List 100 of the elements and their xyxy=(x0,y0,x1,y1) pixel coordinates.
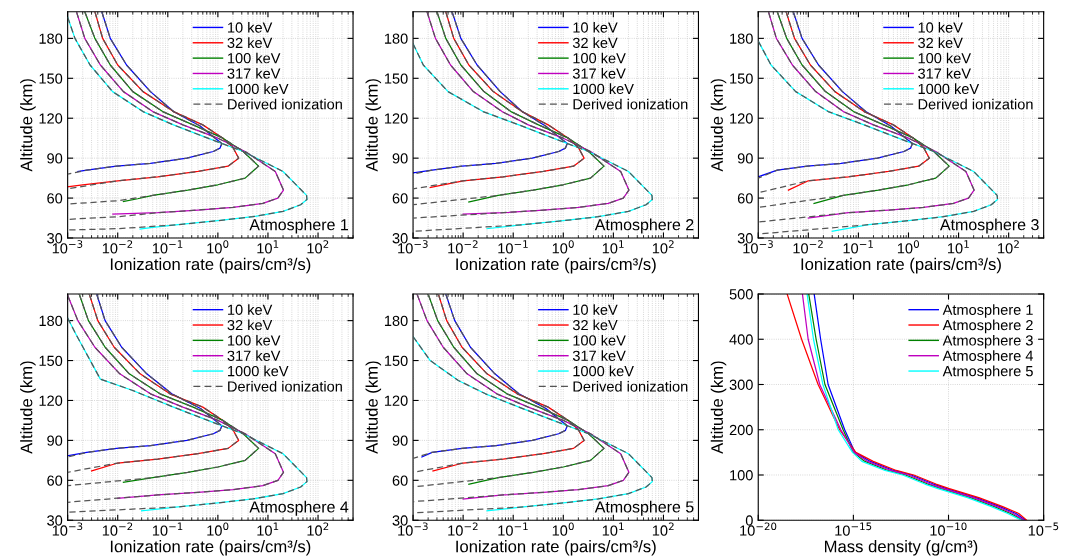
x-tick-label: 10$^{−5}$ xyxy=(1028,522,1059,536)
x-tick-label: 10$^{−2}$ xyxy=(102,240,133,254)
y-tick-label: 60 xyxy=(47,193,63,204)
legend-label: 1000 keV xyxy=(228,365,289,377)
y-tick-label: 400 xyxy=(729,334,753,345)
legend-label: Atmosphere 1 xyxy=(942,304,1033,318)
x-tick-label: 10$^{1}$ xyxy=(602,522,624,536)
y-tick-label: 60 xyxy=(392,193,408,204)
y-axis-title: Altitude (km) xyxy=(20,79,36,172)
x-tick-label: 10$^{−2}$ xyxy=(448,240,478,254)
x-tick-label: 10$^{0}$ xyxy=(207,522,229,536)
legend-label: Atmosphere 2 xyxy=(942,319,1033,334)
legend-label: 100 keV xyxy=(228,334,281,346)
x-tick-label: 10$^{−1}$ xyxy=(498,240,528,254)
x-tick-label: 10$^{−1}$ xyxy=(843,240,873,254)
y-axis-title: Altitude (km) xyxy=(710,79,727,172)
legend-label: 1000 keV xyxy=(573,83,634,95)
x-tick-label: 10$^{−2}$ xyxy=(793,240,823,254)
legend-label: 32 keV xyxy=(227,37,273,49)
legend-label: 1000 keV xyxy=(573,365,634,377)
x-tick-label: 10$^{2}$ xyxy=(652,522,674,536)
x-tick-label: 10$^{1}$ xyxy=(257,240,279,254)
y-tick-label: 90 xyxy=(392,153,408,164)
x-tick-label: 10$^{−10}$ xyxy=(930,522,967,536)
legend-label: 32 keV xyxy=(227,319,273,331)
x-tick-label: 10$^{2}$ xyxy=(307,240,329,254)
x-tick-label: 10$^{−1}$ xyxy=(152,522,183,536)
legend-label: 100 keV xyxy=(228,52,281,64)
legend-label: Derived ionization xyxy=(573,380,688,392)
x-axis-title: Ionization rate (pairs/cm³/s) xyxy=(456,257,656,274)
y-tick-label: 500 xyxy=(729,289,753,300)
x-tick-label: 10$^{1}$ xyxy=(602,240,624,254)
legend-label: 317 keV xyxy=(572,350,626,361)
legend-label: 317 keV xyxy=(227,350,281,361)
y-tick-label: 180 xyxy=(39,33,63,44)
x-axis-title: Ionization rate (pairs/cm³/s) xyxy=(110,540,311,556)
y-tick-label: 90 xyxy=(392,435,408,446)
x-axis-title: Ionization rate (pairs/cm³/s) xyxy=(456,540,656,556)
x-tick-label: 10$^{−2}$ xyxy=(102,522,133,536)
legend-label: 32 keV xyxy=(918,37,963,49)
y-tick-label: 90 xyxy=(737,153,753,164)
y-tick-label: 60 xyxy=(47,475,63,486)
legend-label: 10 keV xyxy=(228,304,273,315)
legend-label: Atmosphere 5 xyxy=(942,365,1033,380)
x-tick-label: 10$^{1}$ xyxy=(948,240,969,254)
legend-label: 10 keV xyxy=(228,21,273,33)
x-tick-label: 10$^{0}$ xyxy=(552,522,574,536)
legend-label: 317 keV xyxy=(918,68,971,79)
y-axis-title: Altitude (km) xyxy=(365,79,382,172)
annotation: Atmosphere 5 xyxy=(594,500,694,516)
legend-label: 317 keV xyxy=(227,68,281,79)
y-tick-label: 200 xyxy=(729,424,753,436)
y-axis-title: Altitude (km) xyxy=(20,361,36,454)
y-tick-label: 180 xyxy=(384,33,408,44)
legend-label: 100 keV xyxy=(918,52,971,64)
y-tick-label: 180 xyxy=(730,33,753,44)
x-axis-title: Mass density (g/cm³) xyxy=(824,540,978,556)
y-tick-label: 150 xyxy=(384,355,408,366)
x-axis-title: Ionization rate (pairs/cm³/s) xyxy=(110,257,311,274)
x-tick-label: 10$^{−1}$ xyxy=(152,240,183,254)
y-tick-label: 60 xyxy=(392,475,408,486)
x-tick-label: 10$^{0}$ xyxy=(552,240,574,254)
y-tick-label: 120 xyxy=(39,395,63,406)
y-tick-label: 120 xyxy=(730,113,753,124)
y-axis-title: Altitude (km) xyxy=(365,361,382,454)
legend-label: 100 keV xyxy=(573,334,626,346)
legend-label: Atmosphere 4 xyxy=(942,350,1034,364)
y-tick-label: 300 xyxy=(729,379,753,390)
annotation: Atmosphere 2 xyxy=(594,218,694,234)
x-tick-label: 10$^{2}$ xyxy=(652,240,674,254)
legend-label: Atmosphere 3 xyxy=(942,334,1033,349)
annotation: Atmosphere 1 xyxy=(249,218,348,234)
y-tick-label: 120 xyxy=(384,113,408,124)
x-tick-label: 10$^{0}$ xyxy=(207,240,229,254)
y-tick-label: 120 xyxy=(39,113,63,124)
y-tick-label: 150 xyxy=(384,73,408,84)
legend-label: 1000 keV xyxy=(228,83,289,95)
annotation: Atmosphere 3 xyxy=(939,218,1039,234)
legend-label: 1000 keV xyxy=(918,83,980,95)
y-tick-label: 150 xyxy=(730,73,753,84)
y-tick-label: 150 xyxy=(39,73,63,84)
legend-label: Derived ionization xyxy=(228,98,342,110)
x-tick-label: 10$^{−2}$ xyxy=(448,522,478,536)
legend-label: 100 keV xyxy=(573,52,626,64)
y-tick-label: 150 xyxy=(39,355,63,366)
annotation: Atmosphere 4 xyxy=(249,500,349,516)
x-tick-label: 10$^{−1}$ xyxy=(498,522,528,536)
y-tick-label: 120 xyxy=(384,395,408,406)
legend-label: Derived ionization xyxy=(918,98,1033,110)
y-tick-label: 180 xyxy=(384,315,408,327)
legend-label: 10 keV xyxy=(918,21,963,33)
x-axis-title: Ionization rate (pairs/cm³/s) xyxy=(801,257,1001,274)
y-axis-title: Altitude (km) xyxy=(710,361,727,454)
x-tick-label: 10$^{0}$ xyxy=(897,240,919,254)
x-tick-label: 10$^{2}$ xyxy=(307,522,329,536)
legend-label: 32 keV xyxy=(572,37,618,49)
y-tick-label: 100 xyxy=(730,470,753,481)
legend-label: 10 keV xyxy=(573,304,618,315)
legend-label: Derived ionization xyxy=(573,98,688,110)
x-tick-label: 10$^{2}$ xyxy=(998,240,1019,254)
